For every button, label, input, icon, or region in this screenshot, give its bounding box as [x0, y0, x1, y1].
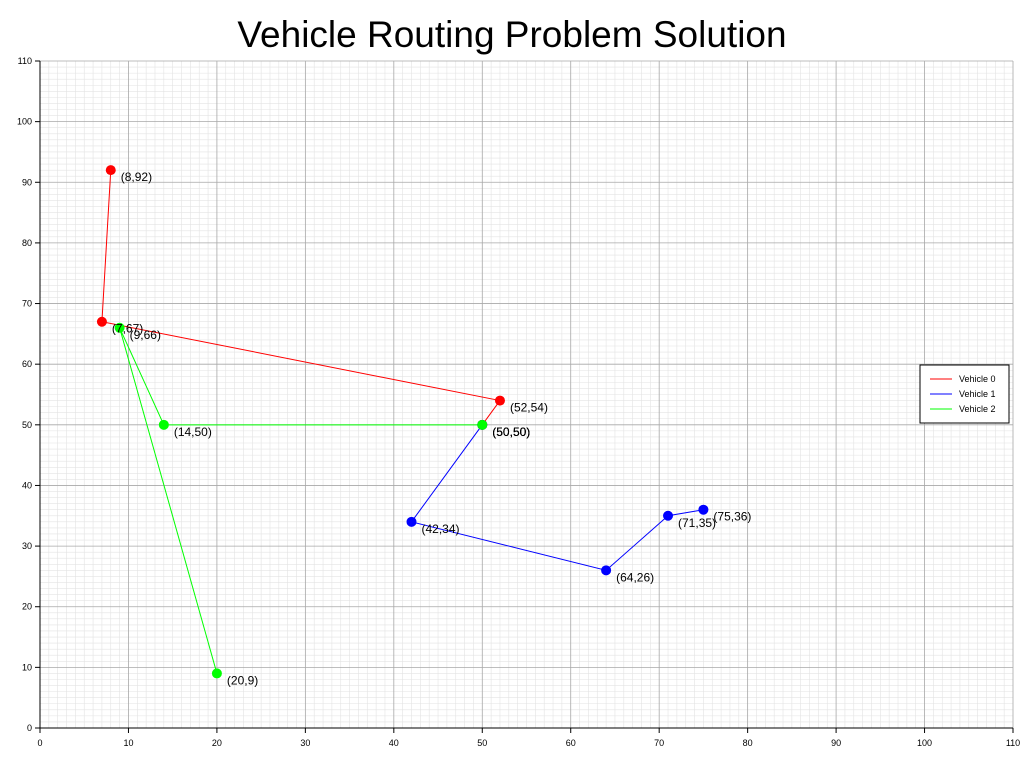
x-tick-label: 10 — [123, 738, 133, 748]
route-points — [96, 165, 709, 679]
y-tick-label: 0 — [27, 723, 32, 733]
point-label-vehicle-1: (71,35) — [678, 516, 716, 530]
minor-grid — [40, 61, 1013, 728]
y-tick-label: 80 — [22, 238, 32, 248]
route-point-vehicle-2 — [114, 322, 125, 333]
route-point-vehicle-2 — [211, 668, 222, 679]
y-tick-label: 110 — [18, 56, 32, 66]
y-tick-label: 100 — [17, 117, 32, 127]
point-label-vehicle-2: (50,50) — [492, 425, 530, 439]
major-grid — [39, 60, 1014, 729]
y-tick-label: 30 — [22, 541, 32, 551]
x-tick-label: 100 — [917, 738, 932, 748]
route-point-vehicle-1 — [663, 510, 674, 521]
x-tick-label: 70 — [654, 738, 664, 748]
route-line-vehicle-2 — [119, 327, 483, 674]
route-point-vehicle-1 — [406, 516, 417, 527]
x-tick-label: 60 — [566, 738, 576, 748]
y-tick-label: 70 — [22, 299, 32, 309]
y-tick-label: 40 — [22, 480, 32, 490]
x-tick-label: 90 — [831, 738, 841, 748]
y-tick-label: 20 — [22, 602, 32, 612]
route-point-vehicle-1 — [698, 504, 709, 515]
y-tick-label: 50 — [22, 420, 32, 430]
chart-title: Vehicle Routing Problem Solution — [237, 14, 786, 55]
route-point-vehicle-2 — [158, 419, 169, 430]
point-label-vehicle-0: (50,50) — [492, 425, 530, 439]
axes — [39, 61, 1013, 729]
point-label-vehicle-1: (50,50) — [492, 425, 530, 439]
y-tick-label: 90 — [22, 177, 32, 187]
legend-label-vehicle-0: Vehicle 0 — [959, 374, 996, 384]
x-tick-label: 110 — [1006, 738, 1020, 748]
point-label-vehicle-2: (20,9) — [227, 673, 258, 687]
route-point-vehicle-0 — [105, 165, 116, 176]
x-axis-ticks: 0 10 20 30 40 50 60 70 80 90 100 110 — [37, 728, 1020, 748]
point-label-vehicle-0: (7,67) — [112, 322, 143, 336]
point-label-vehicle-2: (14,50) — [174, 425, 212, 439]
y-tick-label: 60 — [22, 359, 32, 369]
route-point-vehicle-0 — [494, 395, 505, 406]
point-label-vehicle-1: (64,26) — [616, 570, 654, 584]
legend: Vehicle 0 Vehicle 1 Vehicle 2 — [919, 364, 1010, 424]
x-tick-label: 30 — [300, 738, 310, 748]
x-tick-label: 80 — [743, 738, 753, 748]
x-tick-label: 50 — [477, 738, 487, 748]
y-tick-label: 10 — [22, 662, 32, 672]
y-axis-ticks: 0 10 20 30 40 50 60 70 80 90 100 110 — [17, 56, 40, 733]
point-label-vehicle-0: (52,54) — [510, 401, 548, 415]
route-point-vehicle-2 — [477, 419, 488, 430]
point-label-vehicle-0: (8,92) — [121, 170, 152, 184]
route-point-vehicle-1 — [601, 565, 612, 576]
point-label-vehicle-1: (42,34) — [422, 522, 460, 536]
x-tick-label: 0 — [37, 738, 42, 748]
point-label-vehicle-1: (75,36) — [713, 510, 751, 524]
route-line-vehicle-0 — [101, 170, 501, 426]
legend-label-vehicle-2: Vehicle 2 — [959, 404, 996, 414]
x-tick-label: 40 — [389, 738, 399, 748]
x-tick-label: 20 — [212, 738, 222, 748]
point-label-vehicle-2: (9,66) — [130, 328, 161, 342]
point-labels: (8,92)(7,67)(52,54)(50,50)(50,50)(42,34)… — [112, 170, 752, 687]
legend-label-vehicle-1: Vehicle 1 — [959, 389, 996, 399]
route-point-vehicle-0 — [96, 316, 107, 327]
